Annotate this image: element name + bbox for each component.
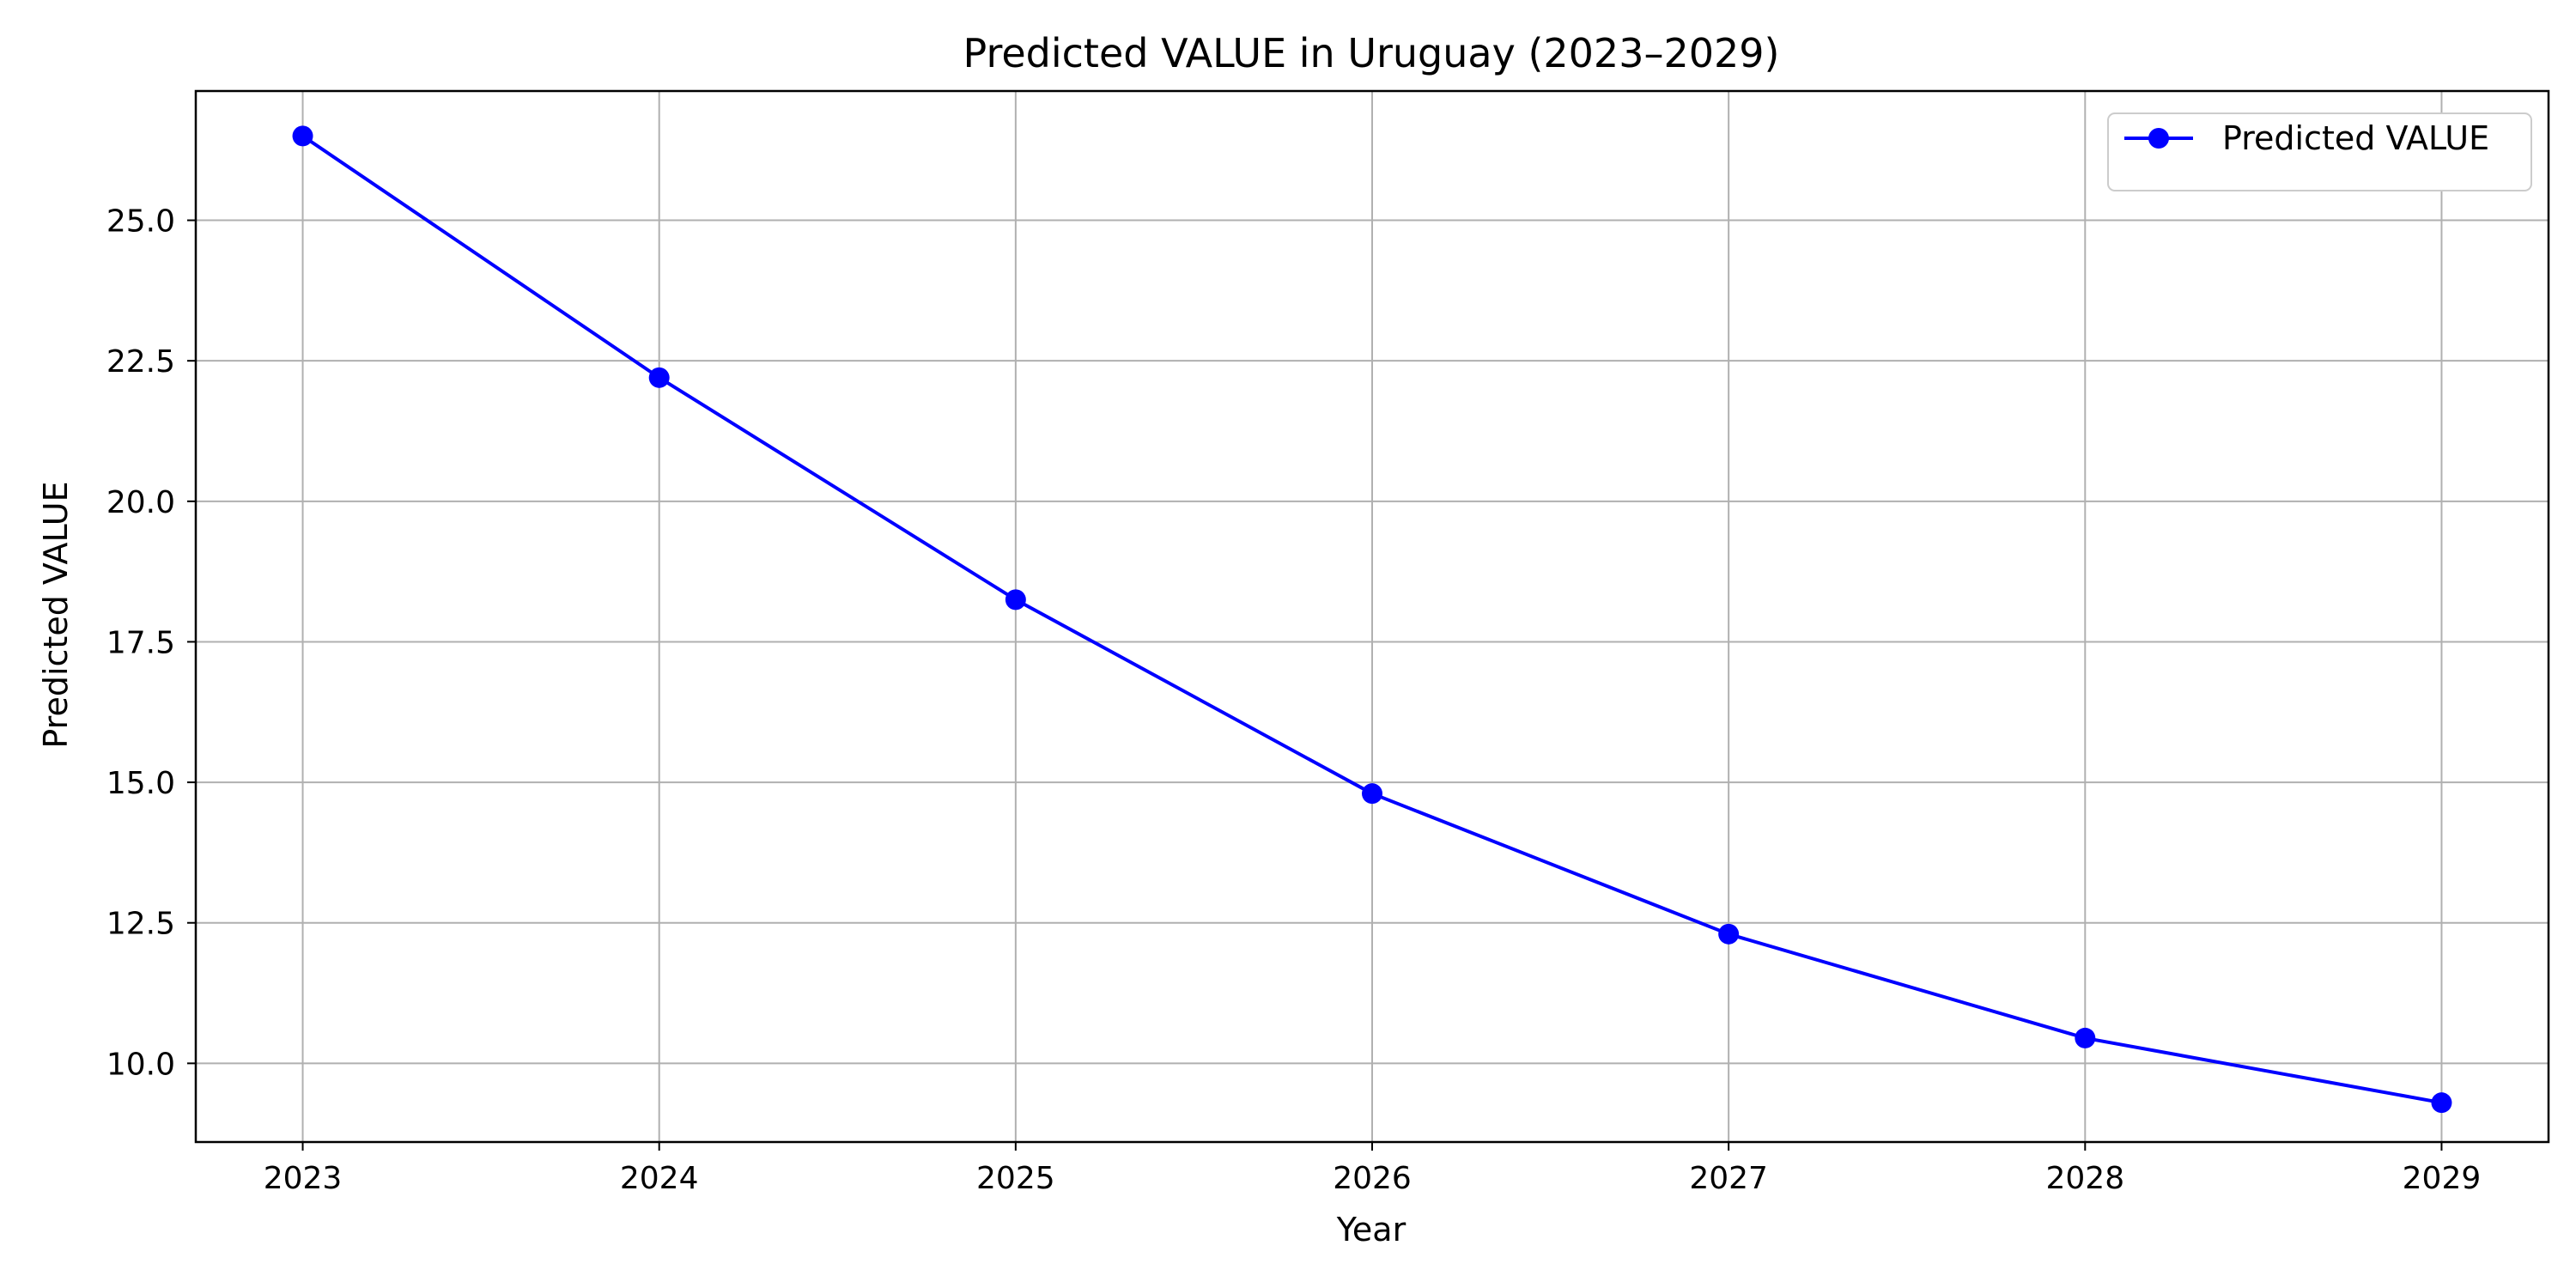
y-tick-label: 25.0 <box>106 204 175 240</box>
y-axis-label: Predicted VALUE <box>37 481 75 748</box>
data-point <box>1005 589 1026 611</box>
legend-box <box>2107 112 2532 191</box>
chart-title: Predicted VALUE in Uruguay (2023–2029) <box>963 30 1780 76</box>
data-point <box>648 367 670 388</box>
legend-series-label: Predicted VALUE <box>2222 119 2489 157</box>
y-tick-label: 12.5 <box>106 907 175 942</box>
x-tick-label: 2029 <box>2403 1161 2482 1196</box>
y-tick-label: 10.0 <box>106 1047 175 1082</box>
series-layer <box>292 125 2452 1114</box>
x-tick-label: 2027 <box>1689 1161 1768 1196</box>
legend-marker-sample <box>2148 128 2169 149</box>
legend: Predicted VALUE <box>2107 112 2532 191</box>
y-tick-label: 22.5 <box>106 344 175 380</box>
data-point <box>2431 1092 2452 1114</box>
y-tick-label: 15.0 <box>106 766 175 801</box>
x-tick-label: 2024 <box>620 1161 699 1196</box>
data-point <box>2075 1027 2096 1048</box>
data-point <box>1362 783 1382 805</box>
axes-layer: 2023 2024 2025 2026 2027 2028 2029 10.0 12.5 15.0… <box>106 89 2550 1196</box>
y-tick-label: 20.0 <box>106 485 175 520</box>
data-point <box>1718 923 1740 945</box>
x-tick-label: 2028 <box>2045 1161 2124 1196</box>
x-tick-label: 2023 <box>264 1161 343 1196</box>
x-tick-label: 2026 <box>1333 1161 1412 1196</box>
y-tick-label: 17.5 <box>106 625 175 660</box>
x-axis-label: Year <box>1336 1211 1406 1249</box>
x-tick-label: 2025 <box>976 1161 1055 1196</box>
grid-layer <box>196 91 2549 1142</box>
data-point <box>292 125 313 147</box>
